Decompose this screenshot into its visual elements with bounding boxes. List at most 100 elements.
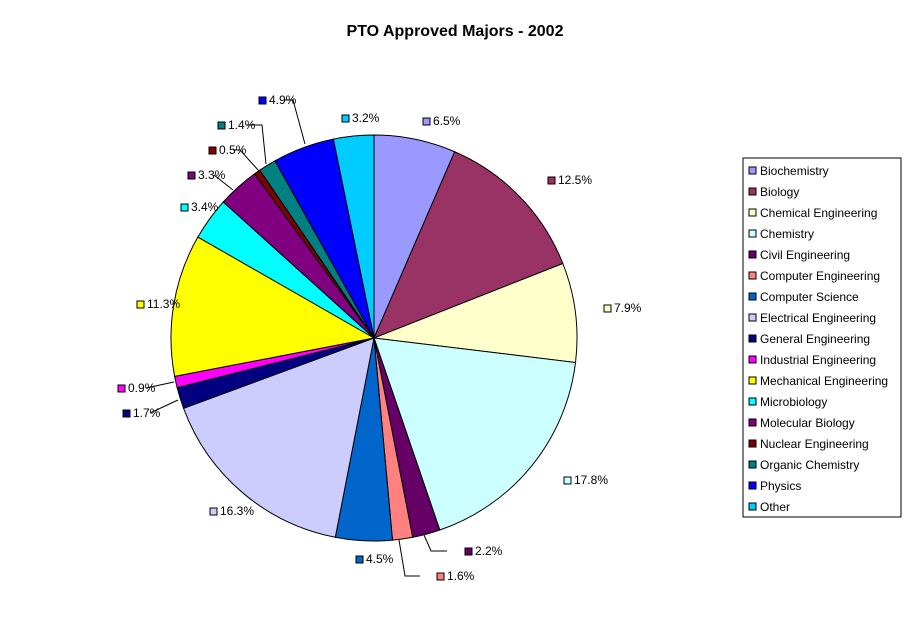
- pie-slice-mechanical-engineering: [170, 236, 376, 377]
- data-label-swatch: [208, 146, 217, 155]
- legend-label: Other: [760, 500, 790, 514]
- legend-label: General Engineering: [760, 332, 870, 346]
- data-labels: 6.5% 12.5% 7.9% 17.8% 2.2%1.6% 4.5% 16.3% 1.7% 0…: [117, 93, 642, 583]
- legend-item: Nuclear Engineering: [748, 437, 869, 451]
- data-label: 1.4%: [217, 118, 256, 132]
- legend-swatch: [748, 166, 757, 175]
- legend-label: Computer Science: [760, 290, 859, 304]
- pie-slice-chemistry: [373, 337, 577, 531]
- pie-slice-other: [332, 134, 375, 339]
- legend-swatch: [748, 397, 757, 406]
- legend-label: Nuclear Engineering: [760, 437, 869, 451]
- legend-swatch: [748, 187, 757, 196]
- data-label-swatch: [341, 114, 350, 123]
- data-label-text: 16.3%: [220, 504, 254, 518]
- data-label-text: 3.2%: [352, 111, 380, 125]
- data-label: 6.5%: [422, 114, 461, 128]
- data-label-swatch: [258, 96, 267, 105]
- data-label-text: 0.9%: [128, 381, 156, 395]
- leader-line: [246, 124, 267, 165]
- legend-item: Physics: [748, 479, 801, 493]
- data-label-text: 4.5%: [366, 552, 394, 566]
- legend-label: Biochemistry: [760, 164, 829, 178]
- data-label-swatch: [117, 384, 126, 393]
- legend-item: Computer Science: [748, 290, 859, 304]
- data-label-text: 11.3%: [147, 297, 180, 311]
- data-label-swatch: [563, 476, 572, 485]
- legend-item: Microbiology: [748, 395, 827, 409]
- data-label-swatch: [209, 507, 218, 516]
- legend-frame: [742, 157, 902, 518]
- legend: Biochemistry Biology Chemical Engineering C…: [742, 157, 902, 518]
- data-label: 1.7%: [122, 406, 161, 420]
- data-label-text: 12.5%: [558, 173, 592, 187]
- data-label: 4.9%: [258, 93, 297, 107]
- data-label-swatch: [603, 304, 612, 313]
- legend-swatch: [748, 334, 757, 343]
- data-label-swatch: [547, 176, 556, 185]
- data-label-swatch: [422, 117, 431, 126]
- data-label-swatch: [180, 203, 189, 212]
- legend-item: Civil Engineering: [748, 248, 850, 262]
- data-label: 12.5%: [547, 173, 592, 187]
- data-label-swatch: [436, 572, 445, 581]
- legend-swatch: [748, 208, 757, 217]
- legend-item: Computer Engineering: [748, 269, 880, 283]
- legend-label: Computer Engineering: [760, 269, 880, 283]
- data-label: 0.5%: [208, 143, 247, 157]
- pie-slice-electrical-engineering: [182, 337, 375, 538]
- legend-item: Chemical Engineering: [748, 206, 877, 220]
- data-label: 1.6%: [436, 569, 475, 583]
- data-label-text: 2.2%: [475, 544, 503, 558]
- pie-slice-chemical-engineering: [373, 262, 578, 364]
- legend-swatch: [748, 229, 757, 238]
- data-label-text: 0.5%: [219, 143, 247, 157]
- legend-swatch: [748, 460, 757, 469]
- leader-lines: [145, 99, 447, 577]
- data-label-swatch: [355, 555, 364, 564]
- data-label-text: 1.7%: [133, 406, 161, 420]
- legend-swatch: [748, 292, 757, 301]
- legend-swatch: [748, 439, 757, 448]
- data-label: 17.8%: [563, 473, 608, 487]
- data-label: 16.3%: [209, 504, 254, 518]
- legend-label: Molecular Biology: [760, 416, 855, 430]
- legend-item: Biochemistry: [748, 164, 829, 178]
- leader-line: [285, 99, 306, 145]
- data-label-swatch: [136, 300, 145, 309]
- data-label-text: 1.4%: [228, 118, 256, 132]
- legend-label: Chemical Engineering: [760, 206, 877, 220]
- leader-line: [213, 174, 234, 191]
- data-label-text: 7.9%: [614, 301, 642, 315]
- legend-label: Microbiology: [760, 395, 827, 409]
- legend-item: Chemistry: [748, 227, 814, 241]
- data-label: 0.9%: [117, 381, 156, 395]
- legend-item: Organic Chemistry: [748, 458, 859, 472]
- data-label: 3.4%: [180, 200, 219, 214]
- legend-label: Chemistry: [760, 227, 814, 241]
- data-label: 3.2%: [341, 111, 380, 125]
- legend-item: Mechanical Engineering: [748, 374, 888, 388]
- leader-line: [398, 539, 420, 577]
- legend-swatch: [748, 376, 757, 385]
- legend-label: Organic Chemistry: [760, 458, 859, 472]
- data-label-swatch: [187, 171, 196, 180]
- legend-label: Civil Engineering: [760, 248, 850, 262]
- leader-line: [233, 149, 260, 172]
- legend-swatch: [748, 271, 757, 280]
- legend-swatch: [748, 250, 757, 259]
- legend-swatch: [748, 355, 757, 364]
- legend-label: Biology: [760, 185, 799, 199]
- pie-slice-biology: [373, 151, 564, 339]
- legend-label: Electrical Engineering: [760, 311, 876, 325]
- legend-label: Mechanical Engineering: [760, 374, 888, 388]
- data-label: 4.5%: [355, 552, 394, 566]
- leader-line: [145, 381, 175, 389]
- legend-label: Industrial Engineering: [760, 353, 876, 367]
- data-label-text: 6.5%: [433, 114, 461, 128]
- data-label: 7.9%: [603, 301, 642, 315]
- data-label-swatch: [122, 409, 131, 418]
- legend-item: Electrical Engineering: [748, 311, 876, 325]
- legend-swatch: [748, 502, 757, 511]
- legend-item: General Engineering: [748, 332, 870, 346]
